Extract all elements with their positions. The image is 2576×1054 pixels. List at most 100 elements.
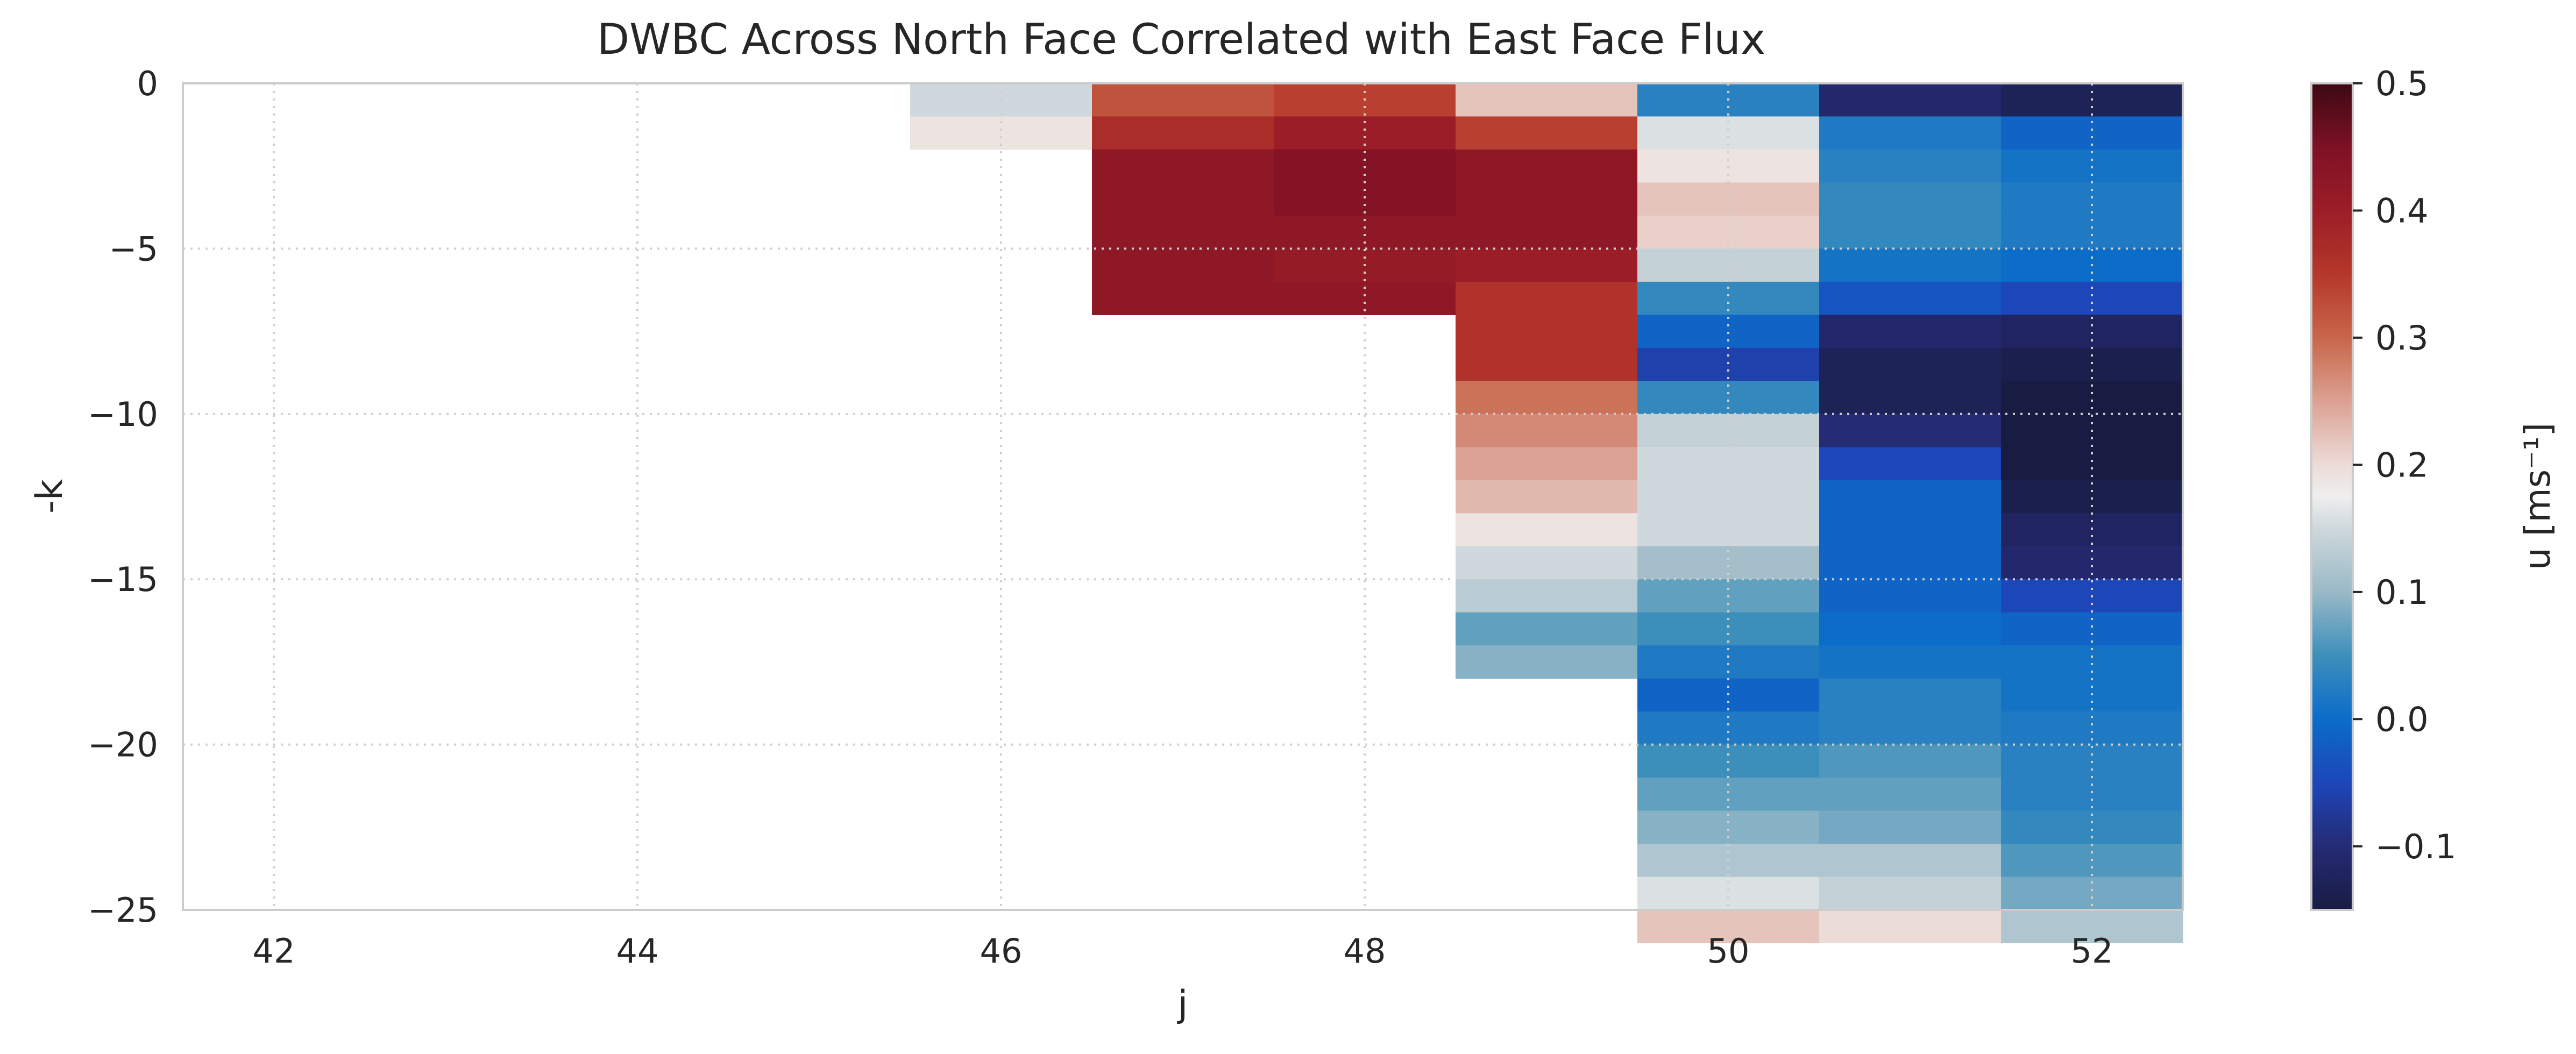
heatmap-cell: [1092, 83, 1274, 117]
heatmap-cell: [1456, 347, 1638, 381]
heatmap-cell: [2001, 645, 2183, 679]
y-tick-label: −20: [88, 725, 158, 765]
heatmap-cell: [1637, 910, 1820, 944]
heatmap-cell: [2001, 480, 2183, 514]
colorbar-tick-label: 0.5: [2375, 64, 2429, 103]
x-tick-label: 52: [2071, 931, 2113, 971]
heatmap-cell: [1456, 381, 1638, 415]
heatmap-cell: [1819, 711, 2002, 745]
heatmap-cell: [1819, 248, 2002, 282]
y-tick-label: 0: [137, 64, 158, 103]
heatmap-cell: [2001, 347, 2183, 381]
heatmap-cell: [1456, 645, 1638, 679]
heatmap-cell: [1819, 447, 2002, 481]
heatmap-cell: [1819, 83, 2002, 117]
heatmap-cell: [1637, 645, 1820, 679]
heatmap-cell: [1456, 281, 1638, 315]
heatmap-cell: [1456, 182, 1638, 216]
heatmap-cell: [1819, 347, 2002, 381]
heatmap-cell: [1637, 810, 1820, 844]
x-axis-ticks: 42 44 46 48 50 52: [253, 931, 2113, 971]
heatmap-cell: [1819, 381, 2002, 415]
heatmap-cell: [1637, 480, 1820, 514]
heatmap-cell: [1456, 612, 1638, 646]
heatmap-cell: [1819, 281, 2002, 315]
heatmap-cell: [2001, 778, 2183, 811]
heatmap-cell: [2001, 182, 2183, 216]
grid-lines: [183, 83, 2183, 910]
heatmap-cell: [1819, 149, 2002, 183]
heatmap-cell: [2001, 513, 2183, 547]
heatmap-cell: [1819, 182, 2002, 216]
heatmap-cell: [1456, 248, 1638, 282]
heatmap-cell: [1456, 480, 1638, 514]
heatmap-cell: [1456, 215, 1638, 249]
y-axis-label: -k: [29, 479, 71, 514]
x-axis-label: j: [1177, 983, 1188, 1025]
heatmap-cell: [1456, 414, 1638, 447]
x-tick-label: 46: [980, 931, 1023, 971]
heatmap-cell: [1819, 546, 2002, 580]
colorbar-tick-label: 0.3: [2375, 318, 2429, 358]
heatmap-cell: [1819, 215, 2002, 249]
heatmap-cell: [1819, 910, 2002, 944]
x-tick-label: 44: [616, 931, 659, 971]
colorbar: [2310, 82, 2354, 911]
heatmap-cell: [1456, 83, 1638, 117]
heatmap-cell: [1456, 513, 1638, 547]
heatmap-cell: [1092, 182, 1274, 216]
heatmap-cell: [1819, 744, 2002, 778]
heatmap-cell: [1456, 546, 1638, 580]
heatmap-cell: [2001, 910, 2183, 944]
heatmap-cell: [1456, 315, 1638, 348]
y-tick-label: −15: [88, 560, 158, 599]
heatmap-cell: [1819, 480, 2002, 514]
heatmap-cell: [1819, 579, 2002, 613]
heatmap-cell: [1819, 844, 2002, 878]
heatmap-cell: [1092, 281, 1274, 315]
heatmap-cell: [1819, 414, 2002, 447]
y-tick-label: −5: [109, 229, 158, 268]
y-axis-ticks: 0 −5 −10 −15 −20 −25: [88, 64, 158, 930]
colorbar-tick-label: 0.4: [2375, 191, 2429, 230]
heatmap-cell: [1456, 149, 1638, 183]
heatmap-cell: [1819, 513, 2002, 547]
heatmap-cell: [1092, 248, 1274, 282]
heatmap-cell: [1274, 182, 1456, 216]
x-tick-label: 48: [1344, 931, 1386, 971]
heatmap-cell: [1456, 447, 1638, 481]
heatmap-cells: [910, 83, 2183, 944]
heatmap-cell: [1819, 877, 2002, 910]
heatmap-cell: [1819, 315, 2002, 348]
heatmap-cell: [1092, 116, 1274, 150]
y-tick-label: −25: [88, 891, 158, 930]
heatmap-cell: [1637, 182, 1820, 216]
heatmap-cell: [1819, 645, 2002, 679]
colorbar-label: u [ms⁻¹]: [2517, 423, 2558, 570]
plot-frame: [182, 82, 2184, 911]
heatmap-cell: [1819, 612, 2002, 646]
heatmap-cell: [1092, 149, 1274, 183]
heatmap-cell: [1637, 315, 1820, 348]
colorbar-ticks: 0.5 0.4 0.3 0.2 0.1 0.0 −0.1: [2353, 64, 2457, 866]
heatmap-cell: [1092, 215, 1274, 249]
colorbar-tick-label: 0.1: [2375, 573, 2429, 612]
heatmap-cell: [1819, 778, 2002, 811]
heatmap-cell: [1819, 116, 2002, 150]
x-tick-label: 42: [253, 931, 295, 971]
heatmap-cell: [1819, 678, 2002, 712]
heatmap-cell: [1456, 579, 1638, 613]
heatmap-cell: [2001, 810, 2183, 844]
colorbar-tick-label: 0.2: [2375, 445, 2429, 485]
colorbar-tick-label: 0.0: [2375, 700, 2429, 739]
x-tick-label: 50: [1707, 931, 1750, 971]
colorbar-tick-label: −0.1: [2375, 827, 2457, 866]
chart-title: DWBC Across North Face Correlated with E…: [597, 16, 1765, 64]
heatmap-cell: [1637, 347, 1820, 381]
heatmap-cell: [1819, 810, 2002, 844]
heatmap-cell: [1456, 116, 1638, 150]
y-tick-label: −10: [88, 395, 158, 434]
heatmap-cell: [2001, 315, 2183, 348]
